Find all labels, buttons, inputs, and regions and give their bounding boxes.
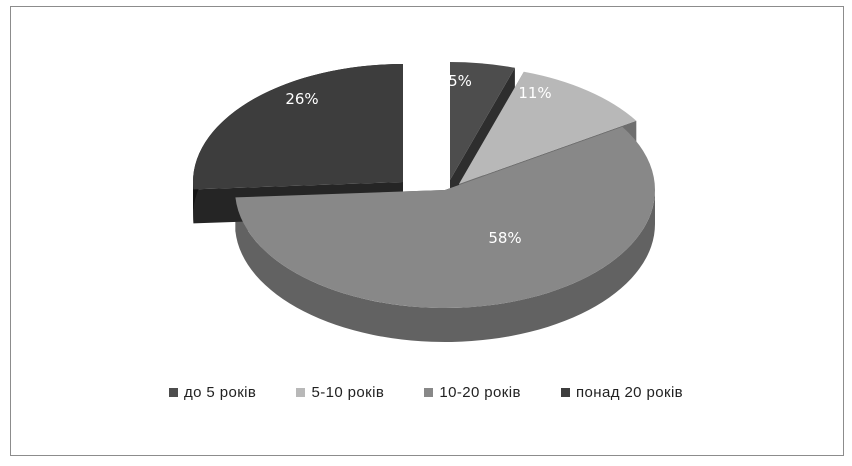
legend-item-10-20-years: 10-20 років — [424, 384, 520, 401]
legend-label: понад 20 років — [576, 383, 684, 401]
slice-data-label: 26% — [285, 90, 318, 108]
pie-slice-3 — [235, 126, 656, 309]
pie-slice-2 — [459, 71, 637, 184]
legend-item-up-to-5-years: до 5 років — [168, 383, 257, 401]
legend-swatch — [168, 387, 178, 397]
legend-label: 10-20 років — [439, 383, 521, 401]
slice-side — [235, 190, 656, 342]
legend-swatch — [424, 387, 434, 397]
pie-slice-1 — [450, 62, 515, 180]
legend-item-5-10-years: 5-10 років — [296, 384, 384, 401]
legend-swatch — [561, 387, 571, 397]
slice-data-label: 58% — [488, 229, 521, 247]
legend-label: 5-10 років — [311, 383, 385, 401]
pie-tops — [192, 62, 656, 309]
legend-label: до 5 років — [183, 383, 257, 401]
legend-swatch — [296, 387, 306, 397]
pie-slice-4 — [192, 63, 403, 190]
legend-item-over-20-years: понад 20 років — [561, 384, 683, 401]
legend: до 5 років 5-10 років 10-20 років понад … — [0, 383, 852, 401]
slice-data-label: 11% — [518, 84, 551, 102]
slice-data-label: 5% — [448, 72, 472, 90]
